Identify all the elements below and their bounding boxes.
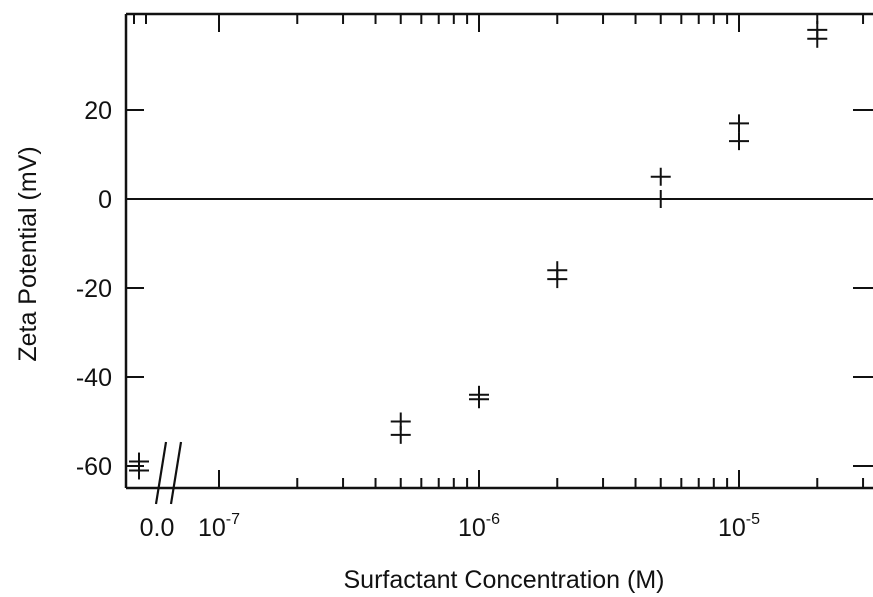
plot-frame <box>124 12 873 490</box>
y-tick-label: 0 <box>98 186 112 214</box>
y-tick-label: -60 <box>76 453 112 481</box>
y-tick-label: -20 <box>76 275 112 303</box>
y-tick-label: 20 <box>84 97 112 125</box>
y-axis-title: Zeta Potential (mV) <box>14 146 42 361</box>
data-point <box>650 190 671 208</box>
axis-break-mark <box>154 441 168 505</box>
y-axis-ticks <box>126 109 873 467</box>
axis-break-mark <box>169 441 183 505</box>
y-tick-labels: -60 -40 -20 0 20 <box>76 97 112 481</box>
x-axis-ticks <box>133 14 865 488</box>
x-tick-labels: 0.0 10-7 10-6 10-5 <box>140 511 761 542</box>
x-axis-title: Surfactant Concentration (M) <box>344 566 665 594</box>
x-tick-label: 0.0 <box>140 514 175 542</box>
data-point <box>729 114 749 133</box>
data-points <box>129 20 828 480</box>
x-axis-break-marks <box>154 441 183 505</box>
data-point <box>469 390 489 409</box>
data-point <box>729 132 749 151</box>
x-tick-label: 10-6 <box>458 511 500 542</box>
x-tick-label: 10-7 <box>198 511 240 542</box>
x-tick-label: 10-5 <box>718 511 760 542</box>
data-point <box>807 29 828 48</box>
data-point <box>547 270 568 289</box>
data-point <box>129 461 149 480</box>
data-point <box>650 167 671 186</box>
y-tick-label: -40 <box>76 364 112 392</box>
data-point <box>390 425 411 444</box>
